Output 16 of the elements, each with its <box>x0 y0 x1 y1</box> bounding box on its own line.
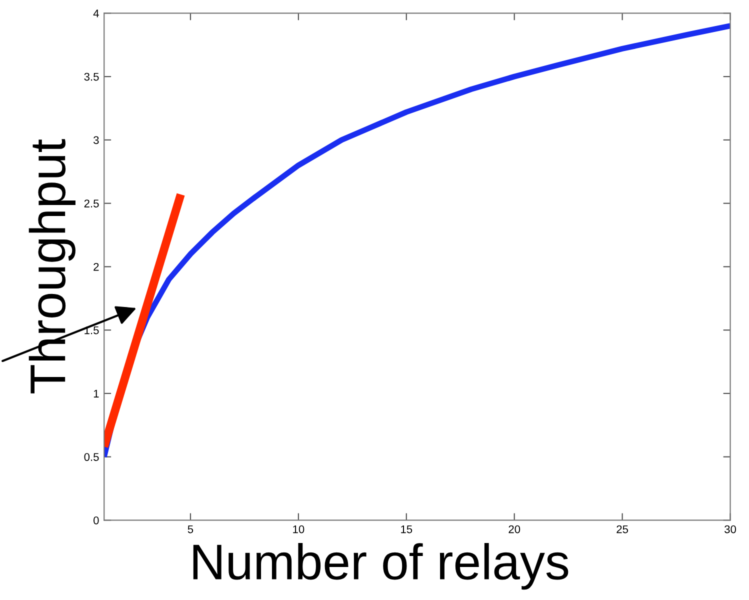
y-tick-label: 0.5 <box>84 453 99 461</box>
y-tick-label: 3 <box>93 136 99 144</box>
y-tick-label: 0 <box>94 516 99 524</box>
x-tick-label: 30 <box>724 525 736 534</box>
y-tick-label: 3.5 <box>84 72 99 81</box>
x-axis-title: Number of relays <box>193 543 568 590</box>
y-axis-title: Throughput <box>28 139 76 394</box>
y-tick-label: 2 <box>94 262 99 271</box>
x-tick-label: 15 <box>401 525 412 534</box>
y-tick-label: 1 <box>94 390 99 398</box>
y-tick-label: 2.5 <box>84 200 99 208</box>
x-tick-label: 20 <box>508 525 520 534</box>
x-tick-label: 5 <box>188 525 194 534</box>
x-tick-label: 25 <box>616 525 628 534</box>
x-tick-label: 10 <box>293 525 304 534</box>
y-tick-label: 4 <box>93 10 99 18</box>
